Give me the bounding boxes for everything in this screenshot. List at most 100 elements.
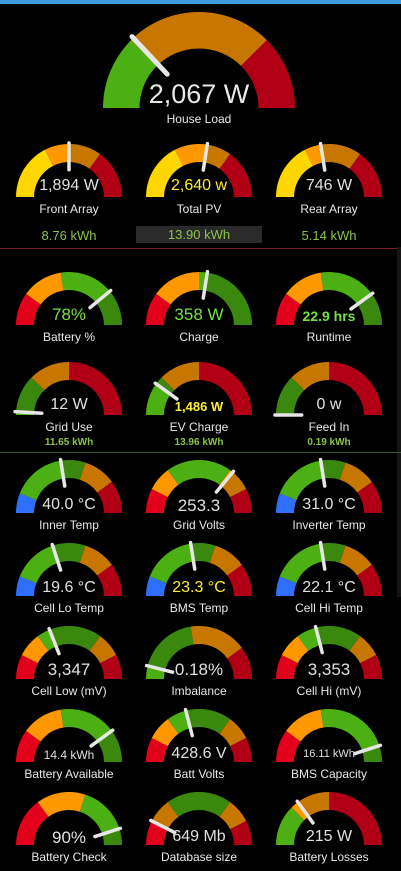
gauge-dial <box>16 626 123 679</box>
battery-available-gauge[interactable]: 14.4 kWh Battery Available <box>16 709 122 781</box>
gauge-segment <box>151 719 179 747</box>
cell-hi-temp-gauge[interactable]: 22.1 °C Cell Hi Temp <box>276 540 382 615</box>
gauge-dial <box>276 624 382 679</box>
inverter-temp-value: 31.0 °C <box>302 496 356 513</box>
gauge-remaining <box>60 460 122 513</box>
gauge-segment <box>291 792 329 821</box>
inner-temp-label: Inner Temp <box>39 518 99 532</box>
gauge-needle <box>47 626 61 656</box>
cell-low-mv-label: Cell Low (mV) <box>31 684 107 698</box>
gauge-segment <box>151 802 179 830</box>
gauge-segment <box>60 709 122 762</box>
gauge-segment <box>37 626 101 651</box>
inner-temp-gauge[interactable]: 40.0 °C Inner Temp <box>16 457 122 532</box>
gauge-remaining <box>320 460 382 513</box>
charge-value: 358 W <box>174 305 224 324</box>
gauge-remaining <box>151 792 252 845</box>
feed-in-gauge[interactable]: 0 w Feed In <box>273 362 382 434</box>
imbalance-gauge[interactable]: 0.18% Imbalance <box>144 626 252 698</box>
gauge-needle <box>201 141 210 172</box>
gauge-segment <box>349 636 377 664</box>
imbalance-label: Imbalance <box>171 684 227 698</box>
gauge-dial <box>146 540 252 596</box>
gauge-segment <box>16 654 38 679</box>
feed-in-value: 0 w <box>316 396 342 413</box>
feed-in-label: Feed In <box>308 420 350 434</box>
charge-gauge[interactable]: 358 W Charge <box>146 269 252 344</box>
gauge-segment <box>146 626 194 679</box>
front-array-gauge[interactable]: 1,894 W Front Array <box>16 141 122 216</box>
top-accent-bar <box>0 0 401 4</box>
gauge-segment <box>16 730 41 762</box>
gauge-segment <box>146 377 175 415</box>
battery-losses-gauge[interactable]: 215 W Battery Losses <box>276 792 382 864</box>
batt-volts-value: 428.6 V <box>171 745 227 762</box>
total-pv-gauge[interactable]: 2,640 w Total PV <box>146 141 252 216</box>
gauge-segment <box>286 272 324 305</box>
battery-losses-label: Battery Losses <box>289 850 369 864</box>
imbalance-value: 0.18% <box>174 660 224 679</box>
gauge-segment <box>219 154 252 197</box>
gauge-dial <box>146 460 252 513</box>
gauge-dial <box>16 709 122 762</box>
gauge-segment <box>199 272 252 325</box>
battery-check-gauge[interactable]: 90% Battery Check <box>16 792 123 864</box>
cell-low-mv-gauge[interactable]: 3,347 Cell Low (mV) <box>16 626 123 698</box>
gauge-segment <box>304 144 361 169</box>
ev-charge-gauge[interactable]: 1,486 W EV Charge <box>146 362 252 434</box>
gauge-remaining <box>95 291 122 325</box>
gauge-remaining <box>315 626 382 679</box>
gauge-segment <box>320 272 382 325</box>
bms-capacity-label: BMS Capacity <box>290 767 368 781</box>
gauge-segment <box>339 462 372 493</box>
inverter-temp-gauge[interactable]: 31.0 °C Inverter Temp <box>276 457 382 532</box>
rear-array-value: 746 W <box>305 177 353 194</box>
gauge-segment <box>357 481 382 513</box>
gauge-segment <box>161 362 199 391</box>
gauge-segment <box>227 647 252 679</box>
house-load-gauge[interactable]: 2,067 W House Load <box>103 11 295 126</box>
grid-use-value: 12 W <box>50 396 88 413</box>
gauge-segment <box>276 149 314 197</box>
gauge-remaining <box>190 543 252 596</box>
gauge-segment <box>219 719 247 747</box>
database-size-gauge[interactable]: 649 Mb Database size <box>146 792 252 864</box>
bms-temp-label: BMS Temp <box>169 601 229 615</box>
cell-lo-temp-gauge[interactable]: 19.6 °C Cell Lo Temp <box>16 542 122 615</box>
runtime-gauge[interactable]: 22.9 hrs Runtime <box>276 272 382 344</box>
gauge-segment <box>89 636 117 664</box>
gauge-segment <box>37 792 86 817</box>
database-size-value: 649 Mb <box>172 828 226 845</box>
gauge-needle <box>88 288 113 310</box>
grid-volts-label: Grid Volts <box>172 518 226 532</box>
gauge-dial <box>146 792 252 845</box>
gauge-segment <box>26 709 64 742</box>
cell-hi-mv-value: 3,353 <box>307 660 351 679</box>
gauge-segment <box>357 564 382 596</box>
gauge-segment <box>26 272 64 305</box>
gauge-needle <box>201 269 210 300</box>
bms-capacity-gauge[interactable]: 16.11 kWh BMS Capacity <box>276 709 383 781</box>
gauge-needle <box>153 381 179 401</box>
gauge-segment <box>199 362 252 415</box>
gauge-segment <box>16 802 49 845</box>
gauge-dial <box>276 272 382 325</box>
grid-volts-gauge[interactable]: 253.3 Grid Volts <box>146 460 252 532</box>
rear-array-gauge[interactable]: 746 W Rear Array <box>276 141 382 216</box>
grid-use-gauge[interactable]: 12 W Grid Use <box>13 362 122 434</box>
cell-hi-mv-gauge[interactable]: 3,353 Cell Hi (mV) <box>276 624 382 698</box>
gauge-segment <box>230 737 252 762</box>
gauge-dial <box>276 709 383 762</box>
gauge-remaining <box>133 11 295 108</box>
gauge-segment <box>230 488 252 513</box>
gauge-remaining <box>320 543 382 596</box>
scroll-track[interactable] <box>397 247 401 597</box>
batt-volts-gauge[interactable]: 428.6 V Batt Volts <box>146 707 252 781</box>
battery-percent-gauge[interactable]: 78% Battery % <box>16 272 122 344</box>
house-load-value: 2,067 W <box>148 79 250 109</box>
gauge-remaining <box>204 272 252 325</box>
gauge-segment <box>167 460 231 485</box>
gauge-needle <box>183 707 194 738</box>
bms-temp-gauge[interactable]: 23.3 °C BMS Temp <box>146 540 252 615</box>
gauge-remaining <box>16 362 122 415</box>
